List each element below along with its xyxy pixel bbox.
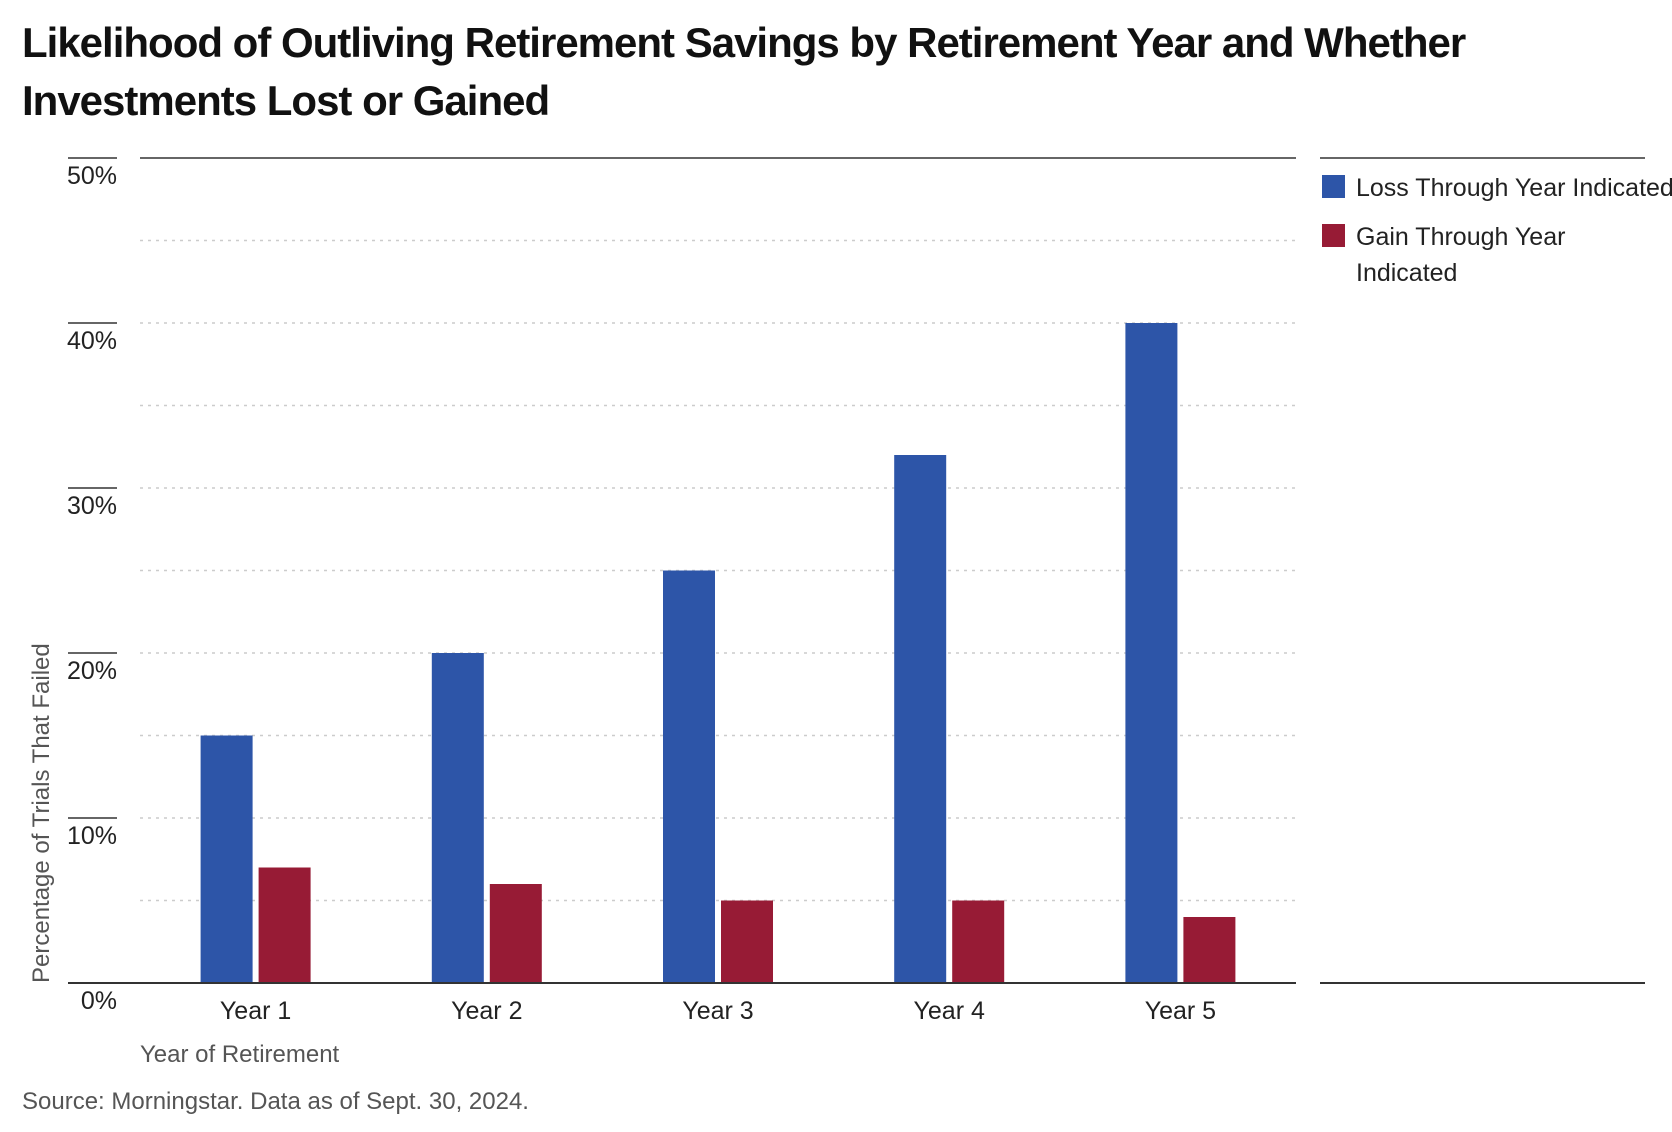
source-note: Source: Morningstar. Data as of Sept. 30…: [22, 1088, 529, 1115]
bar-gain-2: [489, 884, 542, 983]
bar-gain-4: [952, 900, 1005, 983]
y-tick-label: 0%: [81, 987, 117, 1015]
bar-loss-4: [894, 455, 947, 983]
axis-layer: 0% 10% 20% 30% 40% 50% Year 1 Year 2 Year 3 Year …: [67, 157, 1296, 1025]
bar-loss-3: [663, 570, 715, 983]
bars-layer: [200, 323, 1236, 983]
y-tick-label: 20%: [67, 657, 117, 685]
x-axis-label: Year of Retirement: [140, 1041, 340, 1068]
x-tick-label: Year 1: [220, 997, 291, 1025]
grid-layer: [140, 157, 1296, 902]
y-tick-label: 50%: [67, 162, 117, 190]
legend-swatch-gain: [1322, 224, 1345, 247]
y-axis-label: Percentage of Trials That Failed: [28, 643, 55, 983]
bar-gain-5: [1183, 917, 1236, 983]
x-tick-label: Year 4: [914, 997, 985, 1025]
y-tick-label: 10%: [67, 822, 117, 850]
legend-swatch-loss: [1322, 175, 1345, 198]
bar-loss-1: [200, 735, 253, 983]
legend: Loss Through Year Indicated Gain Through …: [1320, 157, 1672, 984]
x-tick-label: Year 5: [1145, 997, 1216, 1025]
bar-gain-1: [258, 867, 311, 983]
chart-title: Likelihood of Outliving Retirement Savin…: [22, 19, 1466, 124]
x-tick-label: Year 3: [682, 997, 753, 1025]
legend-label-loss: Loss Through Year Indicated: [1356, 174, 1672, 202]
y-tick-label: 30%: [67, 492, 117, 520]
bar-loss-5: [1125, 323, 1178, 983]
legend-label-gain: Gain Through Year Indicated: [1356, 223, 1565, 287]
y-tick-label: 40%: [67, 327, 117, 355]
x-tick-label: Year 2: [451, 997, 522, 1025]
bar-gain-3: [721, 900, 773, 983]
bar-loss-2: [431, 653, 484, 983]
